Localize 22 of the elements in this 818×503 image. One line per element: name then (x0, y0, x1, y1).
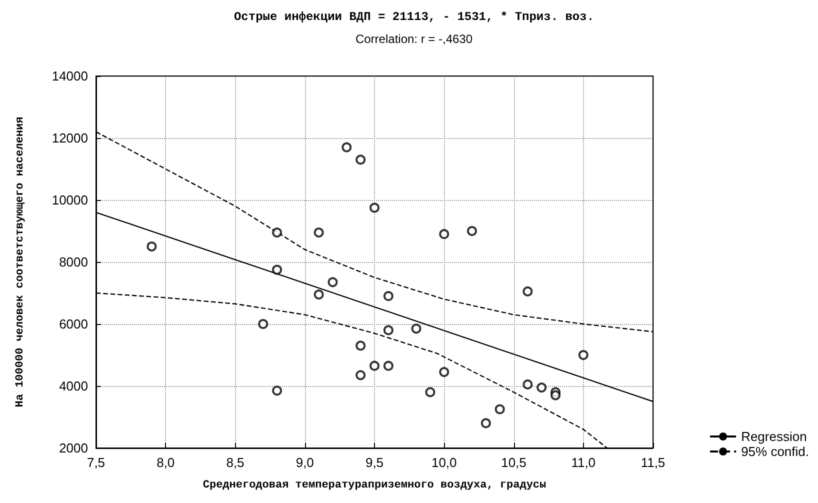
legend-label: Regression (741, 429, 807, 444)
y-tick-label: 10000 (52, 192, 88, 208)
y-axis-title: На 100000 человек соответствующего населения (14, 116, 26, 408)
chart-title: Острые инфекции ВДП = 21113, - 1531, * Тприз. воз. (234, 10, 594, 24)
x-tick-label: 10,5 (501, 455, 526, 470)
x-axis-title: Среднегодовая температураприземного воздуха, градусы (202, 480, 547, 492)
x-tick-label: 9,5 (365, 455, 384, 470)
legend-label: 95% confid. (741, 444, 810, 459)
x-tick-label: 10,0 (431, 455, 457, 470)
y-tick-label: 14000 (52, 68, 88, 84)
y-tick-label: 12000 (52, 130, 88, 146)
y-tick-label: 8000 (59, 254, 88, 270)
x-tick-label: 9,0 (296, 455, 314, 470)
y-tick-label: 2000 (59, 440, 88, 456)
x-tick-label: 8,5 (226, 455, 244, 470)
x-tick-label: 11,0 (571, 455, 596, 470)
y-tick-label: 6000 (59, 316, 88, 332)
x-tick-label: 7,5 (86, 455, 106, 470)
chart-subtitle: Correlation: r = -,4630 (355, 32, 473, 46)
x-tick-label: 11,5 (640, 455, 666, 470)
y-tick-label: 4000 (59, 378, 88, 394)
x-tick-label: 8,0 (156, 455, 175, 470)
